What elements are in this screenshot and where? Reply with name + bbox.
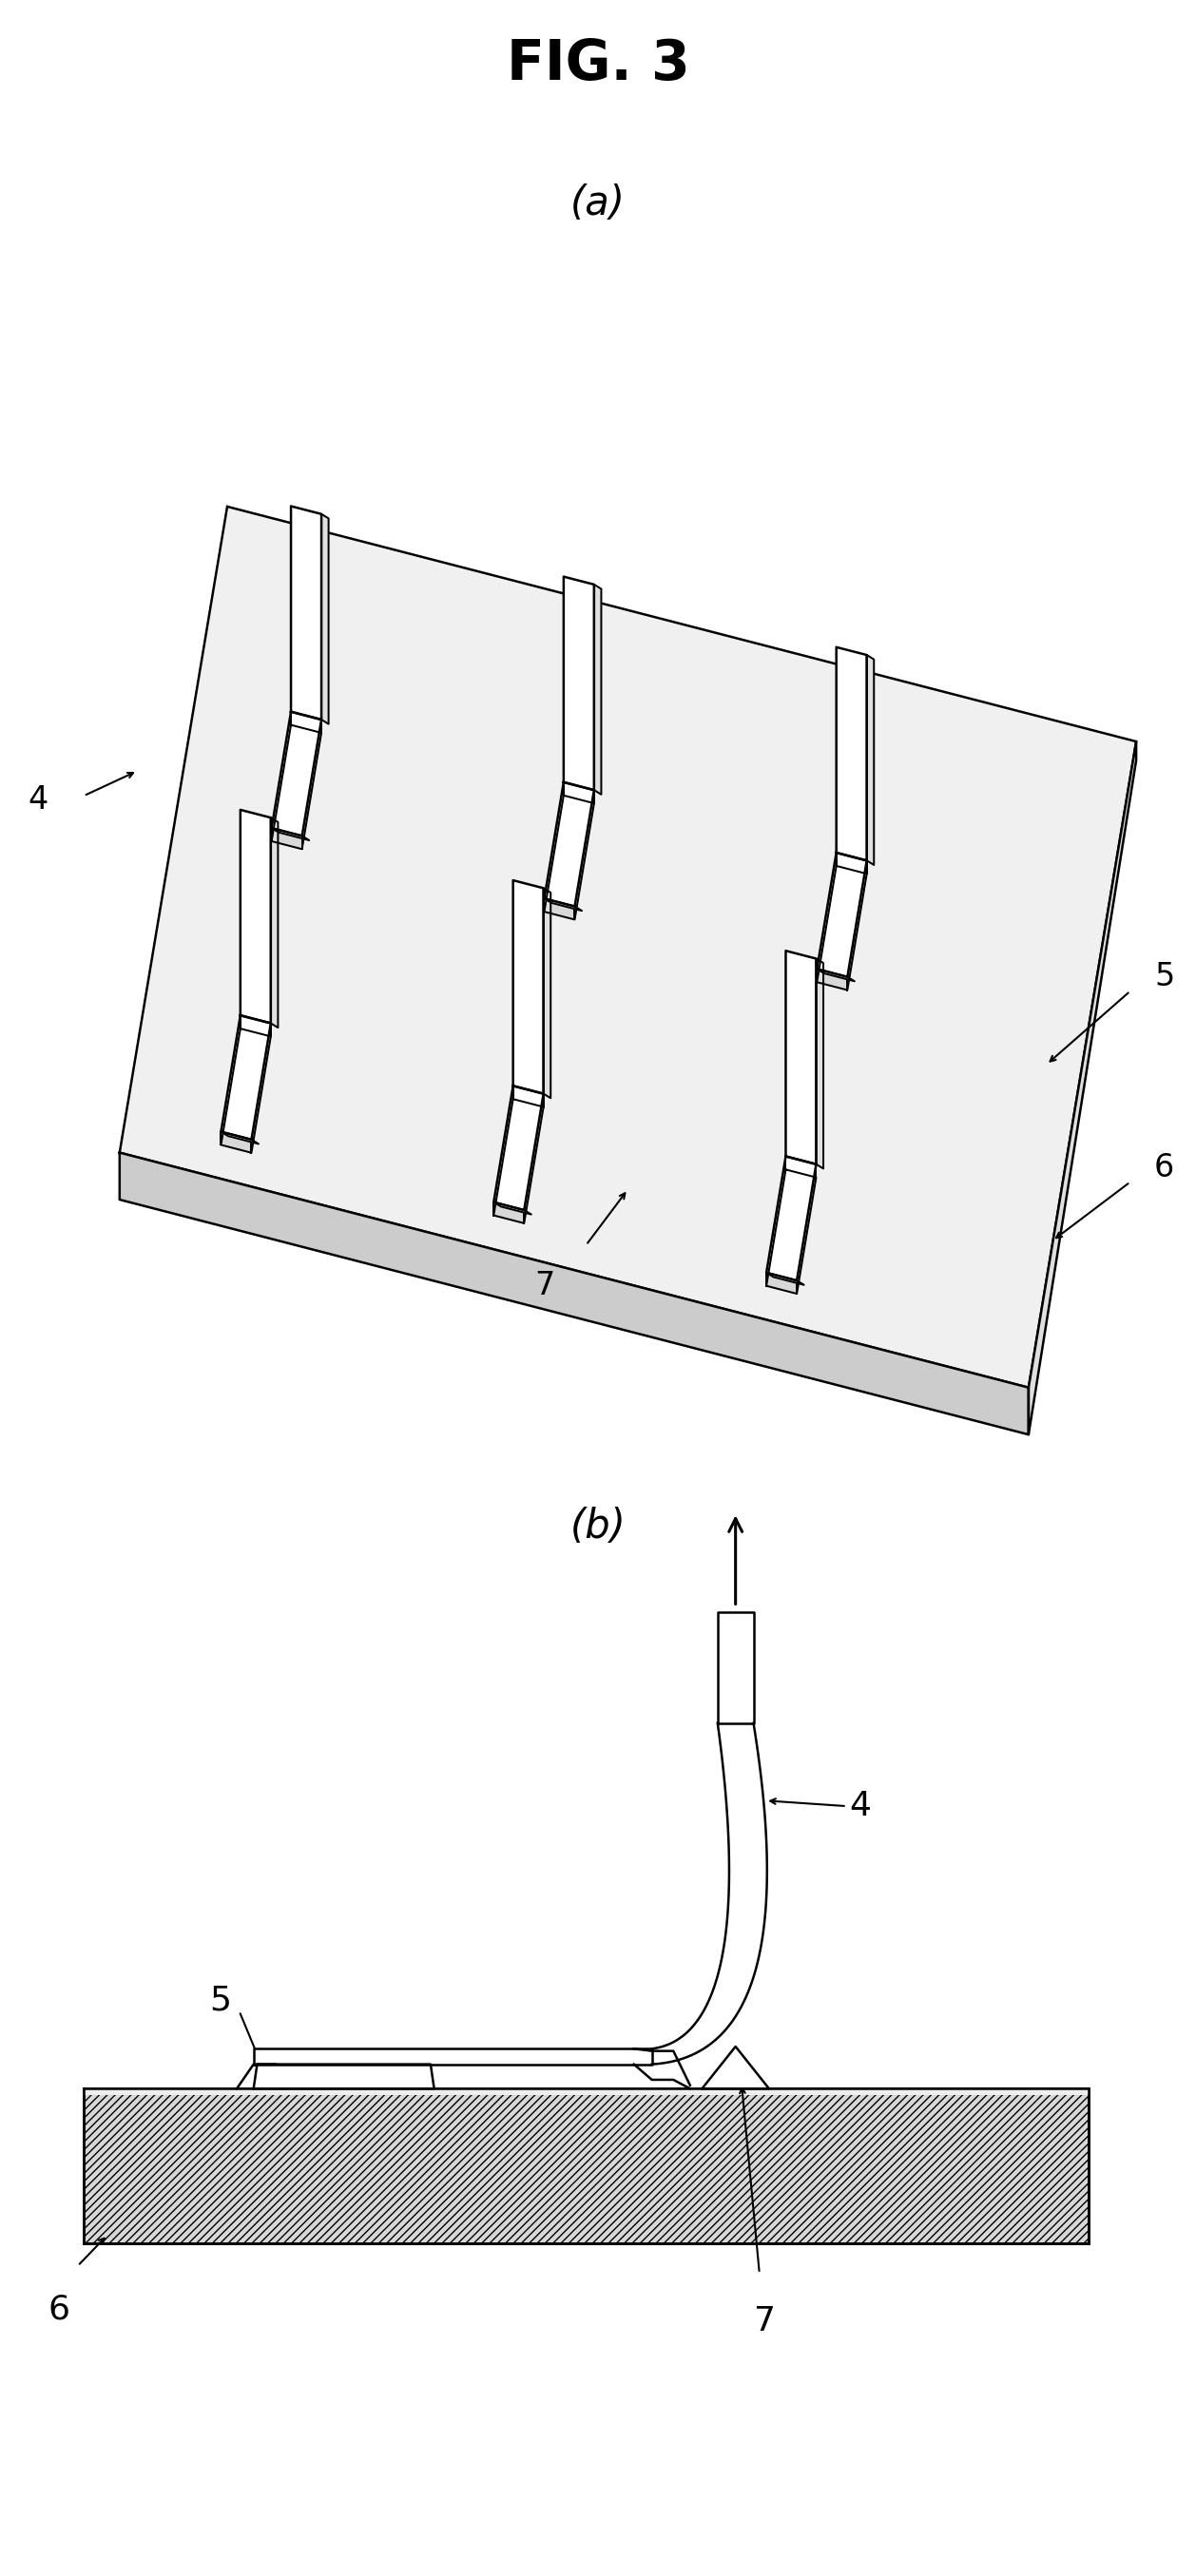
Text: 5: 5 [209, 1984, 231, 2017]
Text: 6: 6 [48, 2293, 69, 2326]
Polygon shape [817, 969, 855, 981]
Polygon shape [513, 881, 543, 1095]
Polygon shape [836, 647, 867, 860]
Bar [84, 2089, 1088, 2244]
Polygon shape [254, 2048, 652, 2063]
Bar [84, 2089, 1088, 2094]
Polygon shape [221, 1131, 258, 1144]
Polygon shape [544, 899, 582, 912]
Text: 7: 7 [753, 2306, 775, 2336]
Polygon shape [767, 1157, 816, 1293]
Polygon shape [494, 1087, 543, 1224]
Polygon shape [544, 783, 594, 920]
Polygon shape [767, 1273, 804, 1285]
Polygon shape [322, 515, 329, 724]
Polygon shape [254, 2063, 434, 2089]
Polygon shape [221, 1015, 270, 1139]
Polygon shape [291, 505, 322, 719]
Text: 7: 7 [535, 1270, 554, 1301]
Text: (b): (b) [570, 1507, 626, 1548]
Text: 4: 4 [849, 1790, 871, 1821]
Polygon shape [718, 1613, 753, 1723]
Polygon shape [817, 853, 867, 989]
Polygon shape [544, 783, 594, 907]
Polygon shape [563, 577, 594, 791]
Text: FIG. 3: FIG. 3 [506, 36, 690, 90]
Polygon shape [271, 711, 322, 835]
Polygon shape [221, 1015, 270, 1151]
Polygon shape [652, 1723, 767, 2063]
Text: (a): (a) [570, 183, 626, 224]
Text: 5: 5 [1154, 961, 1174, 992]
Polygon shape [543, 889, 550, 1097]
Polygon shape [120, 507, 1136, 1388]
Polygon shape [240, 809, 270, 1023]
Polygon shape [702, 2045, 769, 2089]
Polygon shape [494, 1087, 543, 1211]
Polygon shape [817, 853, 867, 976]
Polygon shape [494, 1203, 531, 1213]
Text: 4: 4 [28, 786, 48, 817]
Polygon shape [1029, 742, 1136, 1435]
Polygon shape [767, 1157, 816, 1280]
Polygon shape [816, 958, 823, 1170]
Polygon shape [120, 1151, 1029, 1435]
Polygon shape [594, 585, 602, 793]
Polygon shape [271, 827, 310, 840]
Polygon shape [271, 711, 322, 850]
Text: 6: 6 [1154, 1151, 1174, 1182]
Polygon shape [270, 817, 277, 1028]
Polygon shape [786, 951, 816, 1164]
Polygon shape [867, 654, 874, 866]
